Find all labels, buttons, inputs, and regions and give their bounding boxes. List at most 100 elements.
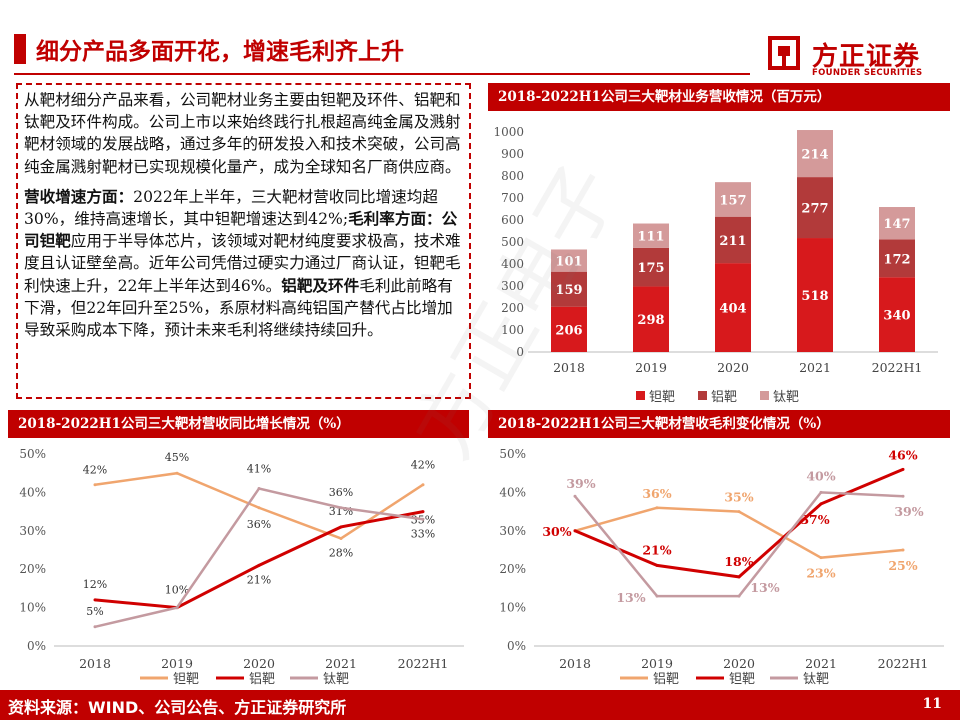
bar-segment: [879, 239, 915, 278]
data-point: [339, 525, 343, 529]
bar-value-label: 147: [883, 217, 910, 232]
logo-text-cn: 方正证券: [812, 42, 921, 72]
data-point: [421, 517, 425, 521]
bar-segment: [551, 249, 587, 272]
bar-value-label: 101: [555, 255, 582, 270]
data-point: [819, 490, 823, 494]
x-tick-label: 2022H1: [872, 360, 923, 375]
source-note: 资料来源：WIND、公司公告、方正证券研究所: [8, 698, 347, 717]
bar-value-label: 211: [719, 234, 746, 249]
page-title: 细分产品多面开花，增速毛利齐上升: [36, 39, 404, 65]
x-tick-label: 2022H1: [878, 656, 929, 671]
data-point: [339, 506, 343, 510]
data-point: [93, 598, 97, 602]
x-tick-label: 2021: [799, 360, 831, 375]
bar-value-label: 340: [883, 309, 910, 324]
bar-value-label: 172: [883, 252, 910, 267]
data-point: [339, 536, 343, 540]
bar-segment: [715, 182, 751, 217]
data-point: [819, 502, 823, 506]
y-tick-label: 50%: [499, 447, 526, 461]
bar-segment: [551, 306, 587, 352]
data-point: [901, 467, 905, 471]
revenue-stacked-bar-chart: 0 100 200 300 400 500 600 700 800 900 1000 206 159 10…: [493, 125, 938, 405]
data-label: 42%: [411, 459, 435, 472]
data-point: [257, 487, 261, 491]
bar-segment: [879, 207, 915, 240]
y-tick-label: 50%: [19, 447, 46, 461]
y-tick-label: 0%: [27, 639, 46, 653]
series-line: [94, 487, 424, 629]
y-tick-label: 600: [501, 213, 524, 227]
bar-segment: [797, 130, 833, 178]
x-tick-label: 2018: [553, 360, 585, 375]
founder-logo-icon: [768, 36, 800, 70]
bar-value-label: 298: [637, 313, 664, 328]
bar-value-label: 206: [555, 323, 582, 338]
data-point: [737, 594, 741, 598]
bar-segment: [879, 277, 915, 352]
y-tick-label: 40%: [499, 485, 526, 499]
legend-label: 铝靶: [653, 672, 679, 687]
x-tick-label: 2020: [717, 360, 749, 375]
bar-value-label: 214: [801, 148, 828, 163]
legend-label: 钛靶: [803, 672, 829, 687]
title-divider: [14, 73, 750, 75]
revenue-chart-header: 2018-2022H1公司三大靶材业务营收情况（百万元）: [488, 83, 950, 111]
x-tick-label: 2019: [161, 656, 193, 671]
x-tick-label: 2018: [79, 656, 111, 671]
y-tick-label: 300: [501, 279, 524, 293]
al-target-heading: 铝靶及环件: [281, 276, 360, 295]
y-tick-label: 30%: [19, 524, 46, 538]
y-tick-label: 20%: [499, 562, 526, 576]
y-tick-label: 10%: [499, 601, 526, 615]
data-label: 39%: [894, 504, 923, 519]
x-tick-label: 2020: [723, 656, 755, 671]
bar-segment: [715, 263, 751, 352]
data-label: 13%: [616, 590, 645, 605]
data-point: [573, 529, 577, 533]
legend-label: 钛靶: [323, 672, 349, 687]
data-point: [819, 556, 823, 560]
data-label: 37%: [800, 512, 829, 527]
data-point: [93, 483, 97, 487]
data-point: [257, 506, 261, 510]
bar-segment: [715, 216, 751, 264]
series-line: [574, 491, 904, 598]
y-tick-label: 900: [501, 147, 524, 161]
data-label: 35%: [724, 490, 753, 505]
data-label: 21%: [642, 542, 671, 557]
data-label: 41%: [247, 463, 271, 476]
logo-text-en: FOUNDER SECURITIES: [812, 68, 923, 78]
al-target-text: 毛利此前略有下滑，但22年回升至25%，系原材料高纯铝国产替代占比增加导致采购成…: [24, 276, 453, 340]
legend-label: 钽靶: [729, 672, 755, 687]
data-point: [737, 510, 741, 514]
data-label: 46%: [888, 447, 917, 462]
data-point: [901, 548, 905, 552]
y-tick-label: 0%: [507, 639, 526, 653]
data-point: [175, 471, 179, 475]
bar-value-label: 404: [719, 302, 746, 317]
x-tick-label: 2019: [635, 360, 667, 375]
margin-heading: 毛利率方面：公司钽靶: [24, 210, 458, 251]
data-point: [655, 506, 659, 510]
brand-logo: 方正证券 FOUNDER SECURITIES: [768, 34, 948, 80]
data-point: [421, 510, 425, 514]
data-point: [421, 483, 425, 487]
growth-line-chart: 0% 10% 20% 30% 40% 50% 2018 2019 2020 2021 2022H1 4…: [19, 447, 464, 687]
data-label: 13%: [750, 580, 779, 595]
analysis-paragraph-1: 从靶材细分产品来看，公司靶材业务主要由钽靶及环件、铝靶和钛靶及环件构成。公司上市…: [24, 91, 461, 176]
y-tick-label: 500: [501, 235, 524, 249]
x-tick-label: 2021: [325, 656, 357, 671]
revenue-growth-text: 2022年上半年，三大靶材营收同比增速均超30%，维持高速增长，其中钽靶增速达到…: [24, 187, 438, 229]
title-accent-bar: [14, 34, 26, 64]
data-point: [655, 594, 659, 598]
legend-label: 钽靶: [173, 672, 199, 687]
page-number: 11: [922, 696, 942, 712]
y-tick-label: 0: [516, 345, 524, 359]
data-point: [737, 575, 741, 579]
growth-chart-header: 2018-2022H1公司三大靶材营收同比增长情况（%）: [8, 410, 469, 438]
bar-value-label: 518: [801, 289, 828, 304]
y-tick-label: 700: [501, 191, 524, 205]
data-label: 40%: [806, 468, 835, 483]
